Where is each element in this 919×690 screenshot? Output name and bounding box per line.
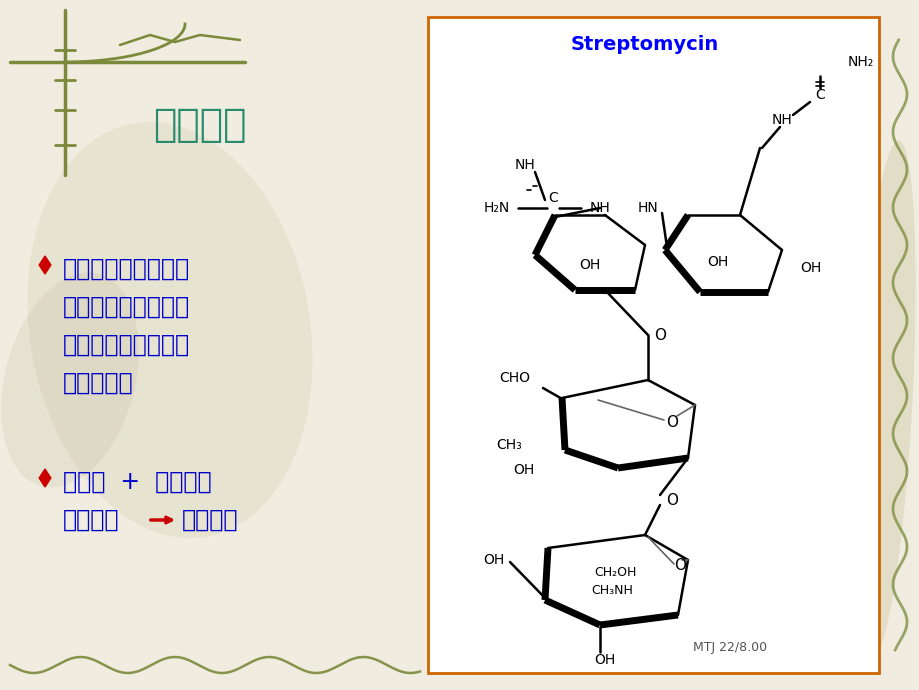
Polygon shape xyxy=(40,256,51,274)
Text: MTJ 22/8.00: MTJ 22/8.00 xyxy=(692,642,766,655)
Text: Streptomycin: Streptomycin xyxy=(571,35,719,54)
Text: O: O xyxy=(674,558,686,573)
Text: 基本结构是由苷元和: 基本结构是由苷元和 xyxy=(62,295,190,319)
Text: OH: OH xyxy=(707,255,728,269)
Text: CH₃NH: CH₃NH xyxy=(590,584,632,596)
Text: H₂N: H₂N xyxy=(483,201,509,215)
Ellipse shape xyxy=(1,273,139,488)
Ellipse shape xyxy=(28,121,312,538)
Text: 化学结构: 化学结构 xyxy=(153,106,246,144)
Text: O: O xyxy=(665,493,677,508)
Text: O: O xyxy=(665,415,677,429)
Text: HN: HN xyxy=(637,201,657,215)
Bar xyxy=(427,17,878,673)
Text: （苷元）: （苷元） xyxy=(62,508,119,532)
Text: CH₃: CH₃ xyxy=(495,438,521,452)
Ellipse shape xyxy=(854,140,914,660)
Text: C: C xyxy=(814,88,824,102)
Text: OH: OH xyxy=(579,258,600,272)
Text: 连接而成。: 连接而成。 xyxy=(62,371,133,395)
Text: OH: OH xyxy=(483,553,505,567)
Text: CH₂OH: CH₂OH xyxy=(593,566,636,578)
Text: NH: NH xyxy=(514,158,535,172)
Text: O: O xyxy=(653,328,665,342)
Text: NH₂: NH₂ xyxy=(847,55,873,69)
Text: OH: OH xyxy=(800,261,821,275)
Text: NH: NH xyxy=(771,113,791,127)
Text: OH: OH xyxy=(594,653,615,667)
Text: 氨基糖苷: 氨基糖苷 xyxy=(182,508,238,532)
Text: CHO: CHO xyxy=(498,371,529,385)
Text: 氨基糖分子通过氧桥: 氨基糖分子通过氧桥 xyxy=(62,333,190,357)
Text: OH: OH xyxy=(513,463,535,477)
Text: 氨基糖苷类抗生素的: 氨基糖苷类抗生素的 xyxy=(62,257,190,281)
Polygon shape xyxy=(40,469,51,487)
Text: C: C xyxy=(548,191,557,205)
Text: 氨基糖  +  氨基醇环: 氨基糖 + 氨基醇环 xyxy=(62,470,211,494)
Text: NH: NH xyxy=(589,201,610,215)
